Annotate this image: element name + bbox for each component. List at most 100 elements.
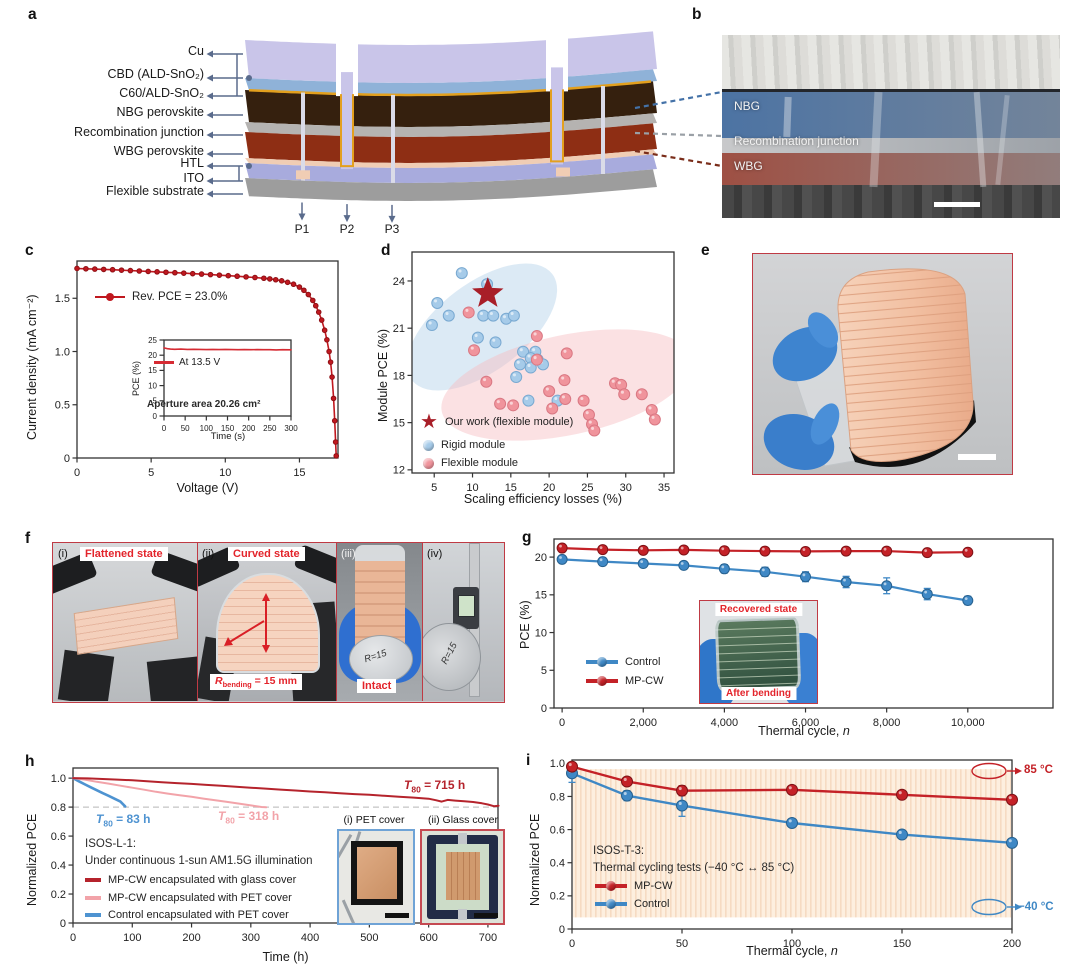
subpanel-tag-ii: (ii)	[202, 548, 215, 560]
subpanel-tag-i: (i)	[58, 548, 68, 560]
blue-dot-icon	[423, 439, 434, 451]
photo-intact-module-on-rod: R=15 (iii) Intact	[336, 543, 423, 701]
clip	[458, 833, 467, 844]
svg-text:0: 0	[559, 717, 565, 729]
i-x-label-italic: n	[830, 944, 838, 958]
scale-bar	[474, 913, 498, 918]
svg-text:700: 700	[479, 932, 497, 944]
svg-text:300: 300	[242, 932, 260, 944]
svg-text:0: 0	[162, 424, 167, 433]
benchmark-scatter-chart: 5 10 15 20 25 30 35 12 15 18 21 24	[393, 251, 675, 494]
g-legend-control: Control	[586, 656, 660, 668]
sem-label-rj: Recombination junction	[734, 134, 859, 148]
rod-radius-text: R=15	[362, 647, 389, 666]
clip	[458, 909, 467, 920]
i-legend-label-control: Control	[634, 898, 670, 910]
d-legend-label-2: Rigid module	[441, 439, 506, 451]
d-y-axis-label: Module PCE (%)	[376, 328, 390, 422]
thermal-cycling-chart: 0 50 100 150 200 0 0.2 0.4 0.6 0.8 1.0	[550, 758, 1022, 950]
bending-durability-chart: 0 2,000 4,000 6,000 8,000 10,000 0 5 10 15 20	[535, 538, 1054, 729]
svg-text:0: 0	[60, 918, 66, 930]
svg-text:15: 15	[393, 417, 405, 429]
i-x-label-main: Thermal cycle,	[746, 944, 831, 958]
d-x-axis-label: Scaling efficiency losses (%)	[463, 492, 623, 506]
c-inset-y-axis-label: PCE (%)	[131, 360, 141, 396]
t80-annotation-control: T80 = 83 h	[96, 812, 151, 829]
temp-low-label: −40 °C	[1018, 901, 1054, 913]
scale-bar	[385, 913, 409, 918]
svg-text:6,000: 6,000	[792, 717, 820, 729]
svg-text:0.6: 0.6	[550, 824, 565, 836]
control-line-icon	[85, 913, 101, 917]
svg-text:12: 12	[393, 465, 405, 477]
t80-annotation-pet: T80 = 318 h	[218, 809, 280, 826]
light-soaking-stability-chart: 0 100 200 300 400 500 600 700 0 0.2 0.4 0.6 0.8 1.0	[51, 767, 500, 944]
photo-curved-state: (ii) Curved state Rbending = 15 mm	[197, 543, 337, 701]
svg-text:24: 24	[393, 276, 405, 288]
svg-text:30: 30	[620, 482, 632, 494]
svg-text:100: 100	[123, 932, 141, 944]
panel-i-label: i	[526, 752, 531, 769]
c-inset-x-axis-label: Time (s)	[210, 431, 246, 442]
bending-machine-base	[57, 649, 115, 701]
star-icon: ★	[420, 411, 438, 433]
svg-text:20: 20	[543, 482, 555, 494]
bending-machine-base	[146, 656, 197, 701]
glass-cover-photo	[420, 829, 505, 925]
i-legend-label-mpcw: MP-CW	[634, 880, 673, 892]
sem-streak	[783, 96, 792, 138]
control-line-marker	[586, 660, 618, 664]
svg-text:1.0: 1.0	[51, 773, 66, 785]
scribe-label-p1: P1	[294, 222, 310, 236]
bending-radius-chip: Rbending = 15 mm	[210, 674, 303, 691]
i-test-protocol-line1: ISOS-T-3:	[593, 845, 645, 857]
svg-text:0.5: 0.5	[55, 400, 70, 412]
layer-label-rj: Recombination junction	[74, 125, 204, 139]
flattened-state-chip: Flattened state	[80, 547, 168, 561]
layer-label-substrate: Flexible substrate	[106, 184, 204, 198]
d-legend-label-1: Our work (flexible module)	[444, 416, 574, 428]
photo-flattened-state: (i) Flattened state	[53, 543, 197, 701]
pet-cover-photo	[337, 829, 415, 925]
svg-text:1.0: 1.0	[55, 346, 70, 358]
g-x-label-main: Thermal cycle,	[758, 724, 843, 738]
svg-text:0: 0	[569, 938, 575, 950]
sem-label-nbg: NBG	[734, 99, 761, 113]
subpanel-tag-iii: (iii)	[341, 548, 356, 560]
h-test-protocol-line1: ISOS-L-1:	[85, 838, 137, 850]
svg-text:0: 0	[64, 453, 70, 465]
panel-b-label: b	[692, 6, 702, 23]
bend-note-rest: = 15 mm	[251, 675, 298, 687]
svg-text:5: 5	[153, 397, 158, 406]
svg-text:0: 0	[559, 924, 565, 936]
d-legend-rigid: Rigid module	[423, 439, 505, 451]
svg-text:0.2: 0.2	[550, 891, 565, 903]
svg-text:150: 150	[221, 424, 235, 433]
rod-end-face: R=15	[349, 635, 413, 683]
svg-text:0: 0	[70, 932, 76, 944]
svg-text:250: 250	[263, 424, 277, 433]
h-legend-label-2: MP-CW encapsulated with PET cover	[108, 892, 292, 904]
svg-text:21: 21	[393, 323, 405, 335]
c-legend: Rev. PCE = 23.0%	[95, 291, 227, 303]
layer-label-htl: HTL	[180, 156, 204, 170]
svg-text:20: 20	[148, 351, 157, 360]
temp-high-label: 85 °C	[1024, 764, 1053, 776]
panel-g-label: g	[522, 529, 532, 546]
svg-text:0.6: 0.6	[51, 831, 66, 843]
svg-text:5: 5	[431, 482, 437, 494]
h-legend-glass: MP-CW encapsulated with glass cover	[85, 874, 296, 886]
mpcw-line-marker	[586, 679, 618, 683]
svg-text:150: 150	[893, 938, 911, 950]
aperture-area-note: Aperture area 20.26 cm²	[147, 399, 261, 410]
svg-text:15: 15	[535, 590, 547, 602]
curved-module	[216, 573, 320, 673]
jv-legend-marker	[95, 295, 125, 299]
t80-annotation-glass: T80 = 715 h	[404, 778, 466, 795]
copper-module	[357, 847, 397, 899]
c-inset-legend: At 13.5 V	[154, 357, 220, 368]
recovered-state-chip: Recovered state	[714, 603, 803, 616]
g-x-axis-label: Thermal cycle, n	[554, 724, 1054, 738]
